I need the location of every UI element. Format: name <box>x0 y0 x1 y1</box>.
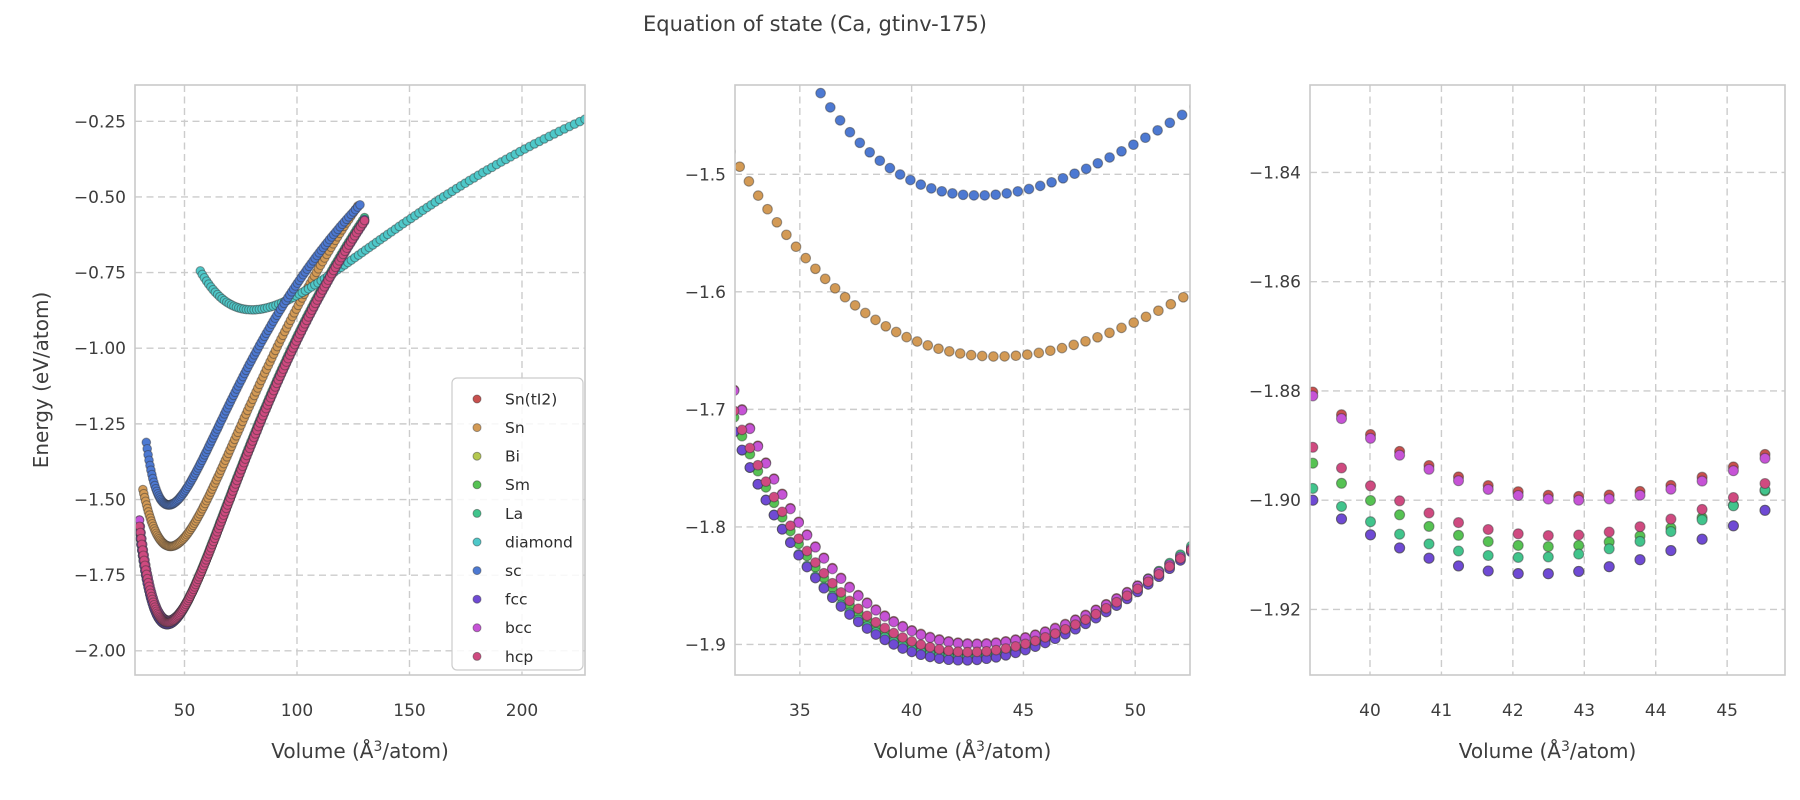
y-axis-label: Energy (eV/atom) <box>29 292 53 469</box>
legend-label: La <box>505 505 523 523</box>
y-tick-label: −1.75 <box>74 566 126 586</box>
legend-label: Bi <box>505 448 520 466</box>
grid-fine-zoom <box>1310 85 1785 675</box>
x-axis-label: Volume (Å3/atom) <box>271 739 449 763</box>
points-fine-zoom <box>1310 386 1771 580</box>
series-SntI2 <box>735 384 1190 649</box>
y-tick-label: −1.25 <box>74 415 126 435</box>
points-overview <box>135 114 585 630</box>
x-tick-label: 44 <box>1645 701 1667 721</box>
legend-item-Bi: Bi <box>472 448 520 466</box>
x-tick-label: 35 <box>789 701 811 721</box>
x-tick-label: 45 <box>1013 701 1035 721</box>
y-tick-label: −1.7 <box>685 400 726 420</box>
x-tick-label: 40 <box>1359 701 1381 721</box>
grid-mid-zoom <box>735 85 1190 675</box>
points-mid-zoom <box>735 87 1190 666</box>
y-tick-label: −1.50 <box>74 490 126 510</box>
legend-item-fcc: fcc <box>472 591 528 609</box>
y-tick-label: −1.86 <box>1249 273 1301 293</box>
x-tick-label: 43 <box>1573 701 1595 721</box>
legend-item-Sn: Sn <box>472 419 525 437</box>
legend-label: fcc <box>505 591 528 609</box>
legend-label: sc <box>505 562 522 580</box>
legend-marker-icon <box>472 566 482 576</box>
y-tick-label: −0.75 <box>74 264 126 284</box>
figure-title: Equation of state (Ca, gtinv-175) <box>643 12 987 36</box>
series-sc <box>815 87 1190 201</box>
x-tick-label: 45 <box>1716 701 1738 721</box>
y-tick-label: −1.88 <box>1249 382 1301 402</box>
legend-item-La: La <box>472 505 523 523</box>
panel-mid-zoom: 35 40 45 50 −1.5 −1.6 −1.7 −1.8 −1.9 Volume (Å3/a… <box>685 84 1191 763</box>
legend-label: Sn(tI2) <box>505 390 557 408</box>
series-La <box>735 426 1190 663</box>
legend-item-sc: sc <box>472 562 522 580</box>
legend-marker-icon <box>472 623 482 633</box>
x-tick-label: 41 <box>1431 701 1453 721</box>
series-bcc <box>735 385 1190 650</box>
series-hcp <box>1310 441 1771 542</box>
series-hcp <box>135 215 370 628</box>
series-sc <box>141 199 365 510</box>
y-tick-label: −1.8 <box>685 518 726 538</box>
y-tick-label: −1.6 <box>685 283 726 303</box>
y-tick-label: −0.25 <box>74 112 126 132</box>
series-La <box>1310 482 1771 563</box>
legend: Sn(tI2) Sn Bi Sm La diamond sc fcc bcc hcp <box>451 377 584 671</box>
series-diamond <box>195 114 585 315</box>
legend-item-Sm: Sm <box>472 476 530 494</box>
legend-item-diamond: diamond <box>472 533 573 551</box>
y-tick-label: −1.90 <box>1249 491 1301 511</box>
x-tick-label: 150 <box>393 701 425 721</box>
legend-item-hcp: hcp <box>472 648 533 666</box>
legend-marker-icon <box>472 480 482 490</box>
axes-frame <box>734 84 1191 676</box>
y-tick-label: −1.92 <box>1249 600 1301 620</box>
legend-marker-icon <box>472 423 482 433</box>
legend-marker-icon <box>472 594 482 604</box>
axes-frame <box>1309 84 1786 676</box>
y-tick-label: −2.00 <box>74 642 126 662</box>
legend-label: hcp <box>505 648 533 666</box>
panel-fine-zoom: 40 41 42 43 44 45 −1.84 −1.86 −1.88 −1.90 −1.92 Vol… <box>1249 84 1786 763</box>
y-tick-label: −1.9 <box>685 635 726 655</box>
x-tick-label: 200 <box>506 701 538 721</box>
x-tick-label: 100 <box>281 701 313 721</box>
series-hcp <box>735 405 1190 658</box>
y-tick-label: −1.00 <box>74 339 126 359</box>
y-tick-label: −1.5 <box>685 165 726 185</box>
legend-marker-icon <box>472 451 482 461</box>
x-tick-label: 42 <box>1502 701 1524 721</box>
legend-label: Sn <box>505 419 525 437</box>
series-Sn <box>735 148 1189 362</box>
legend-item-bcc: bcc <box>472 619 532 637</box>
x-tick-label: 50 <box>1124 701 1146 721</box>
legend-marker-icon <box>472 537 482 547</box>
series-Sn <box>138 201 363 552</box>
legend-item-SntI2: Sn(tI2) <box>472 390 557 408</box>
series-bcc <box>1310 390 1771 506</box>
x-tick-label: 50 <box>174 701 196 721</box>
legend-label: diamond <box>505 533 573 551</box>
legend-marker-icon <box>472 394 482 404</box>
series-SntI2 <box>1310 386 1771 502</box>
y-tick-label: −0.50 <box>74 188 126 208</box>
panel-overview: 50 100 150 200 −0.25 −0.50 −0.75 −1.00 −1.25 −1.5… <box>29 84 586 763</box>
legend-marker-icon <box>472 651 482 661</box>
legend-label: Sm <box>505 476 530 494</box>
x-axis-label: Volume (Å3/atom) <box>874 739 1052 763</box>
legend-marker-icon <box>472 508 482 518</box>
y-tick-label: −1.84 <box>1249 163 1301 183</box>
legend-label: bcc <box>505 619 532 637</box>
x-tick-label: 40 <box>901 701 923 721</box>
series-fcc <box>1310 494 1771 580</box>
axes-frame <box>134 84 586 676</box>
x-axis-label: Volume (Å3/atom) <box>1459 739 1637 763</box>
